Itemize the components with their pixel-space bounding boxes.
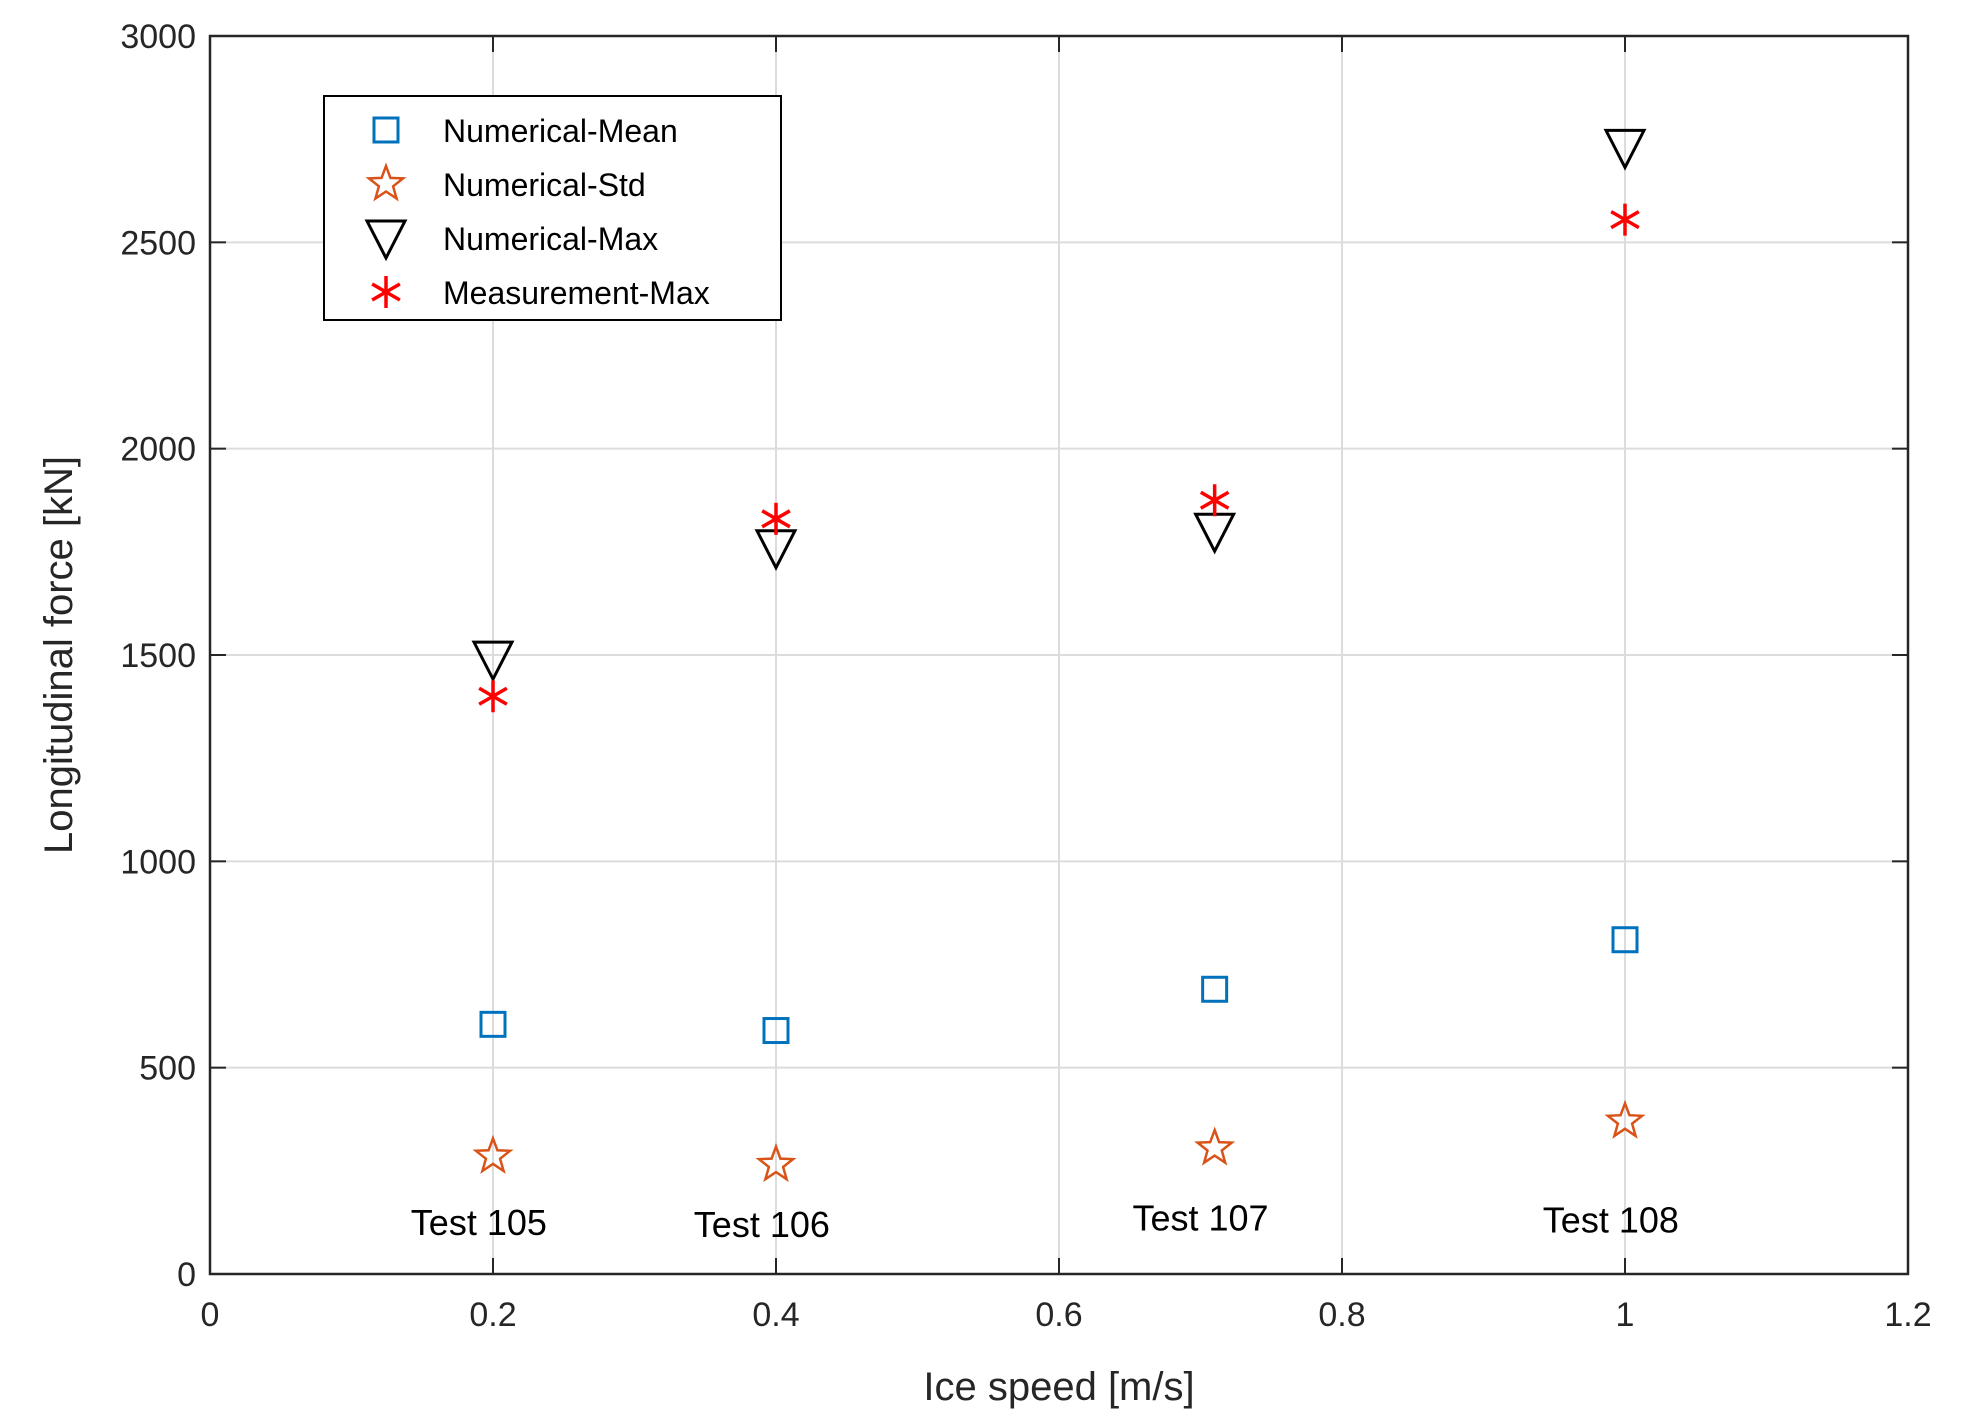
test-label: Test 107 [1132, 1198, 1268, 1239]
measurement-max-point [761, 502, 791, 535]
numerical-mean-point [1611, 926, 1639, 954]
legend-marker-numerical-std [365, 162, 407, 202]
legend-label-numerical-mean: Numerical-Mean [443, 113, 678, 149]
test-label: Test 108 [1543, 1200, 1679, 1241]
numerical-std-point [472, 1134, 514, 1174]
legend-label-measurement-max: Measurement-Max [443, 275, 710, 311]
legend-marker-numerical-max [364, 219, 408, 262]
numerical-mean-point [479, 1010, 507, 1038]
x-tick-label: 1 [1616, 1296, 1635, 1334]
x-tick-label: 0 [201, 1296, 220, 1334]
x-axis-title: Ice speed [m/s] [923, 1365, 1194, 1409]
legend-label-numerical-std: Numerical-Std [443, 167, 646, 203]
x-tick-label: 0.2 [469, 1296, 516, 1334]
x-tick-label: 1.2 [1884, 1296, 1931, 1334]
y-tick-label: 500 [139, 1050, 196, 1088]
numerical-std-point [1604, 1099, 1646, 1139]
x-tick-label: 0.4 [752, 1296, 799, 1334]
numerical-max-point [471, 640, 515, 683]
measurement-max-point [1199, 484, 1230, 517]
numerical-mean-point [762, 1017, 790, 1045]
grid-lines [210, 36, 1908, 1274]
legend-marker-measurement-max [371, 276, 401, 308]
numerical-mean-point [1201, 975, 1229, 1003]
measurement-max-point [1610, 203, 1640, 236]
legend: Numerical-Mean Numerical-Std Numerical-M… [323, 95, 782, 321]
test-label: Test 105 [411, 1202, 547, 1243]
y-tick-label: 1000 [120, 843, 196, 881]
x-tick-labels: 0 0.2 0.4 0.6 0.8 1 1.2 [201, 1296, 1932, 1334]
legend-marker-numerical-mean [372, 116, 400, 144]
y-tick-label: 0 [177, 1256, 196, 1294]
legend-box [323, 95, 782, 321]
y-tick-label: 3000 [120, 18, 196, 56]
measurement-max-point [478, 680, 508, 713]
x-tick-label: 0.8 [1318, 1296, 1365, 1334]
y-tick-label: 2500 [120, 224, 196, 262]
legend-label-numerical-max: Numerical-Max [443, 221, 658, 257]
x-tick-label: 0.6 [1035, 1296, 1082, 1334]
y-tick-label: 1500 [120, 637, 196, 675]
test-annotations: Test 105 Test 106 Test 107 Test 108 [411, 1198, 1679, 1245]
data-markers [471, 128, 1647, 1183]
numerical-max-point [1603, 128, 1647, 171]
y-axis-title: Longitudinal force [kN] [37, 456, 81, 854]
axis-ticks [209, 35, 1909, 1275]
y-tick-label: 2000 [120, 431, 196, 469]
y-tick-labels: 0 500 1000 1500 2000 2500 3000 [120, 18, 196, 1294]
legend-markers [364, 116, 408, 308]
test-label: Test 106 [694, 1204, 830, 1245]
numerical-std-point [755, 1142, 797, 1183]
numerical-std-point [1194, 1126, 1236, 1166]
